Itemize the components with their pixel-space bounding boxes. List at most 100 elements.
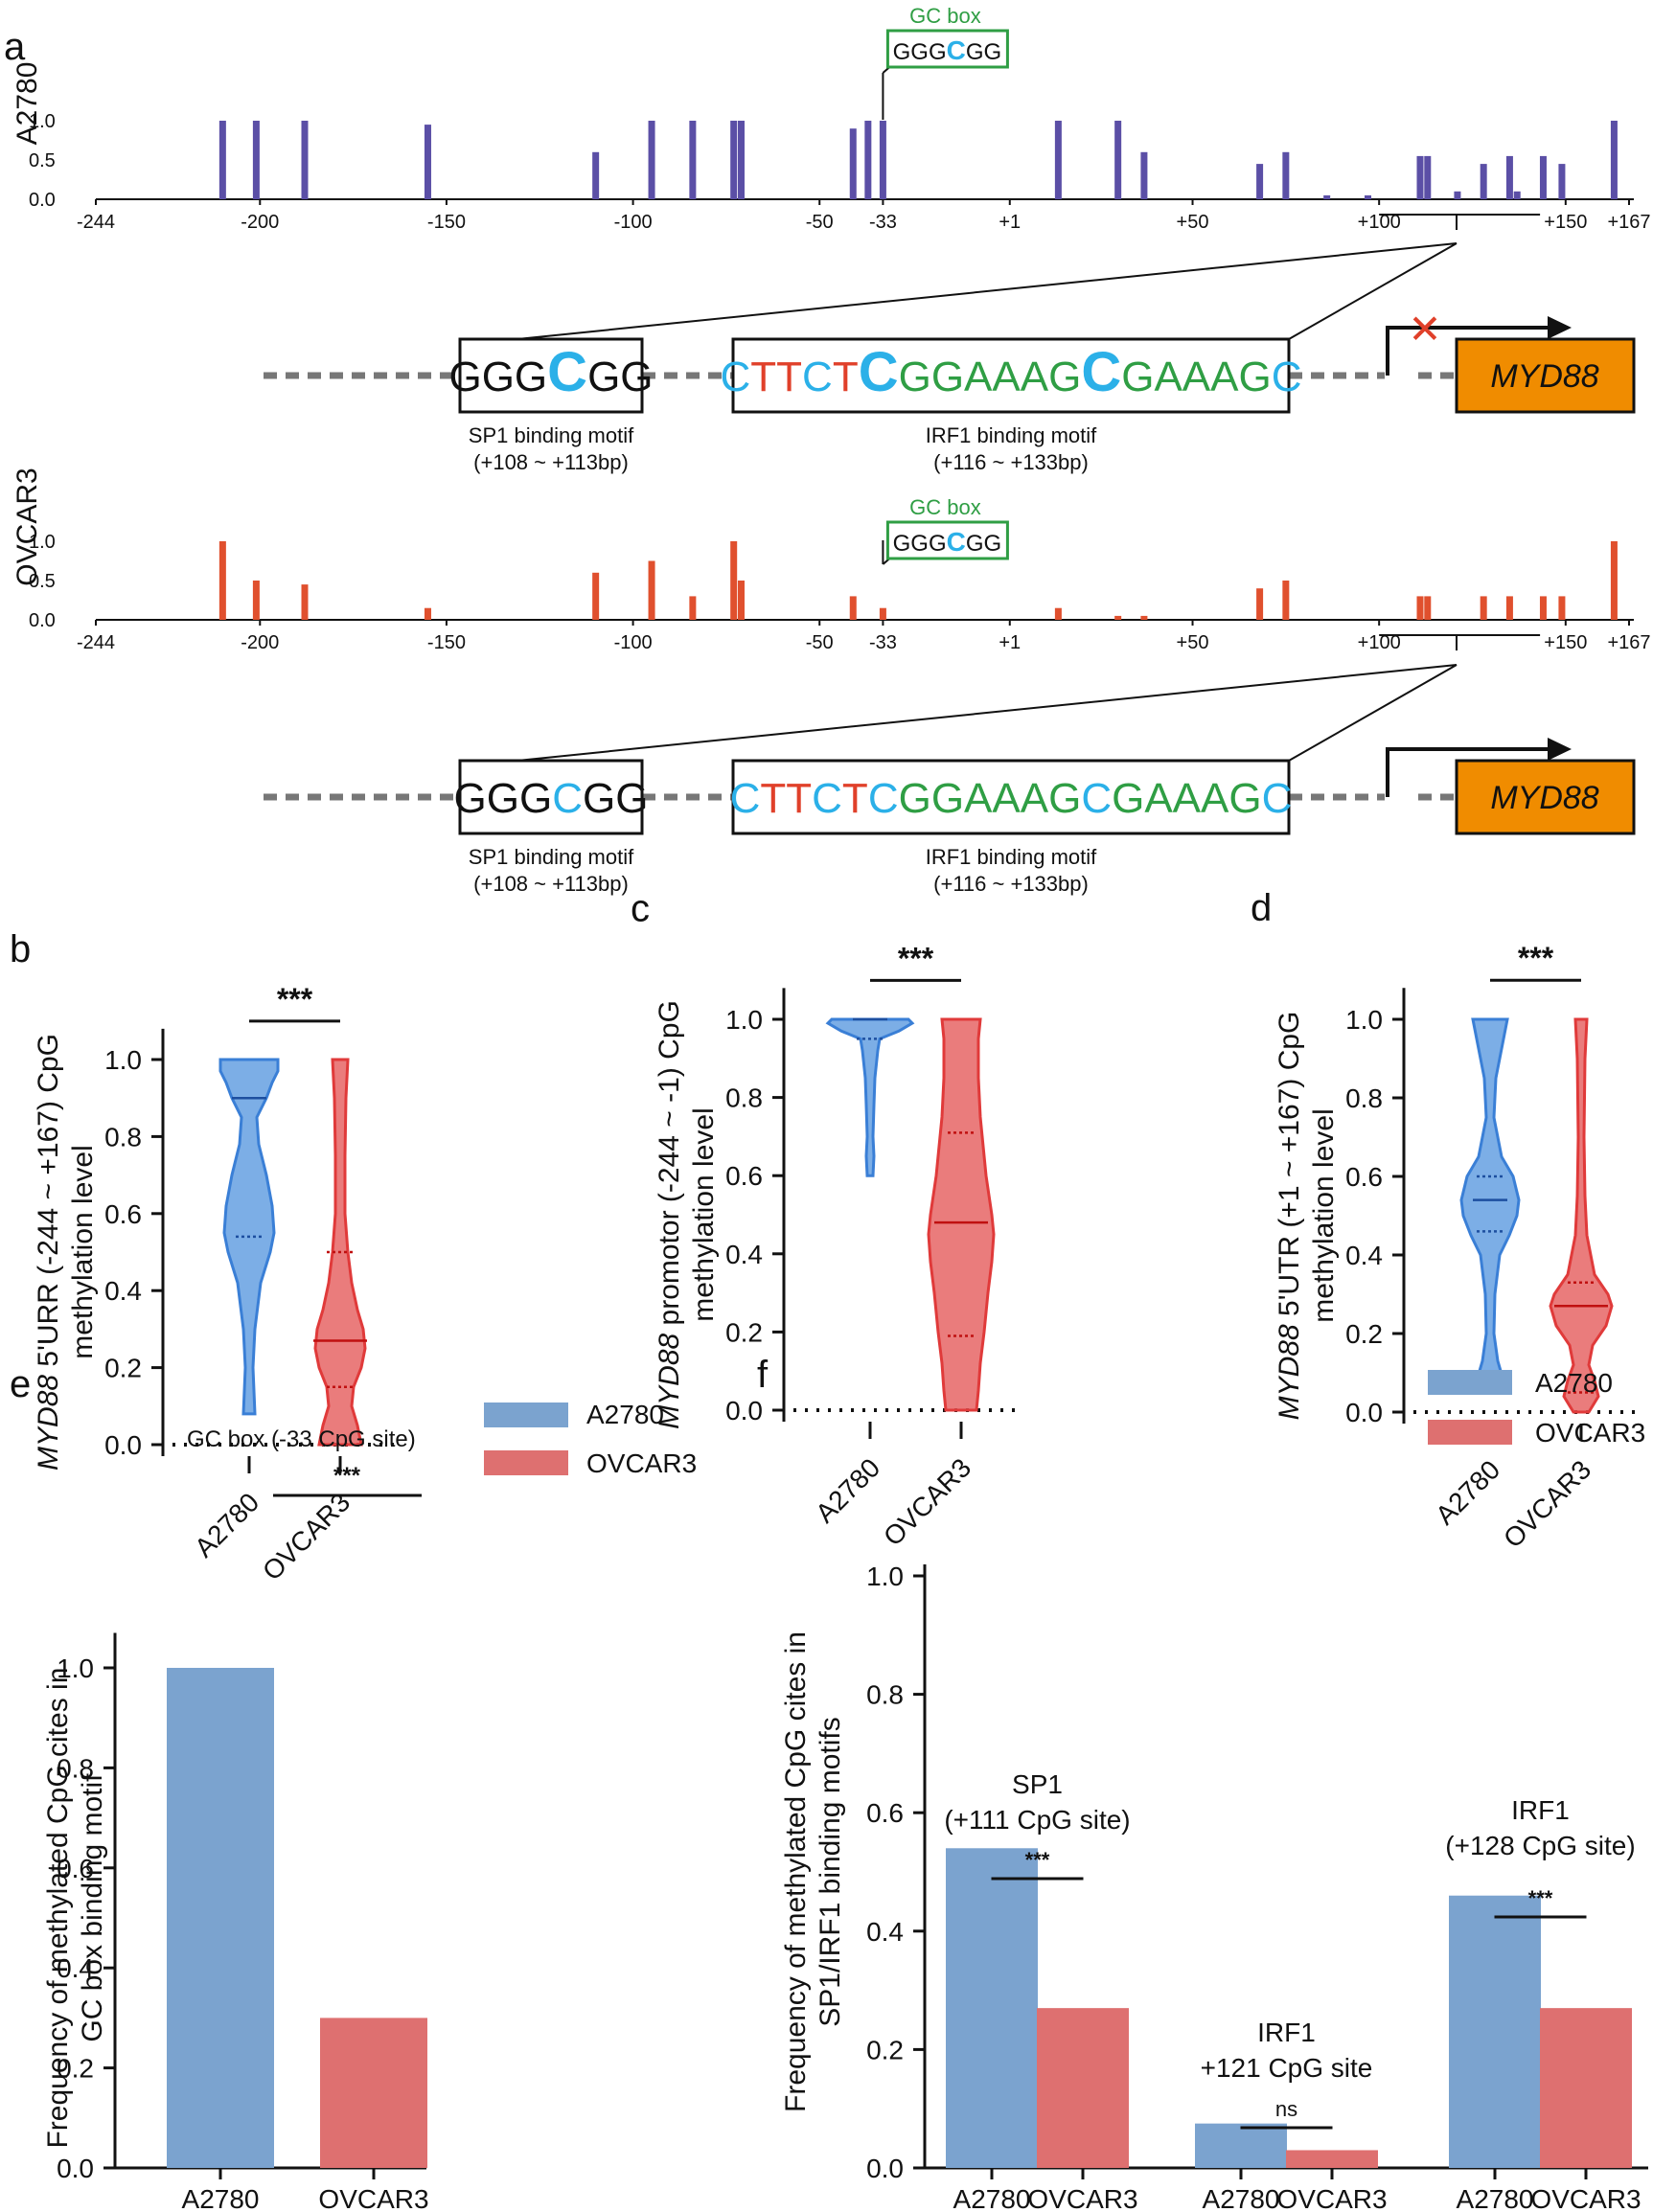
significance-label: *** (333, 1463, 361, 1489)
y-tick-label: 1.0 (1345, 1005, 1383, 1035)
x-tick-label: +100 (1358, 632, 1401, 653)
irf1-seq-part: C (1081, 341, 1121, 403)
irf1-motif-box (731, 759, 1291, 835)
cpg-site-bar (592, 151, 600, 199)
significance-label: ns (1275, 2097, 1297, 2121)
x-tick-label: +150 (1544, 212, 1587, 233)
x-tick-label: +167 (1607, 212, 1650, 233)
cpg-site-bar (849, 128, 857, 199)
y-tick-label: 1.0 (104, 1045, 142, 1075)
cpg-site-bar (1114, 615, 1122, 620)
cpg-site-bar (218, 541, 226, 620)
sp1-sequence: GGGCGG (448, 341, 653, 403)
gcbox-frame (885, 29, 1009, 69)
irf1-seq-part: G (1048, 353, 1081, 400)
irf1-seq-part: TT (750, 353, 802, 400)
subtitle: GC box (-33 CpG site) (187, 1426, 416, 1452)
x-tick-label: OVCAR3 (1027, 2184, 1137, 2212)
y-tick-label: 0.2 (1345, 1319, 1383, 1349)
cpg-site-bar (1256, 164, 1264, 199)
irf1-range: (+116 ~ +133bp) (933, 872, 1089, 896)
tss-arrowhead (1548, 316, 1572, 339)
x-tick-label: -150 (427, 212, 466, 233)
y-label-gene: MYD88 (654, 1333, 685, 1428)
cpg-site-bar (1610, 541, 1618, 620)
significance-label: *** (898, 941, 934, 975)
cpg-site-bar (849, 596, 857, 620)
y-label-text: promotor (-244 ~ -1) CpG (654, 1000, 685, 1334)
cpg-site-bar (689, 121, 697, 199)
gcbox-sequence: GGGCGG (893, 527, 1002, 557)
cpg-site-bar (1054, 607, 1062, 620)
cpg-site-bar (424, 607, 431, 620)
y-tick-label: 0.6 (57, 1854, 94, 1883)
y-tick-label: 0.8 (104, 1122, 142, 1152)
gcbox-seq-c: C (947, 35, 966, 65)
cpg-site-bar (1505, 155, 1513, 199)
x-tick-label: A2780 (182, 2184, 260, 2212)
x-tick-label: A2780 (1457, 2184, 1534, 2212)
gcbox-frame (885, 520, 1009, 560)
cpg-site-bar (1424, 596, 1432, 620)
x-tick-label: -100 (614, 632, 653, 653)
zoom-line (517, 242, 1458, 340)
y-axis-label-line2: methylation level (1308, 1108, 1340, 1322)
legend-swatch-a2780 (1428, 1370, 1512, 1395)
y-label-text: 5'URR (-244 ~ +167) CpG (33, 1034, 64, 1375)
zoom-line (517, 664, 1458, 762)
irf1-seq-part: C (1081, 775, 1112, 822)
cpg-site-bar (1480, 164, 1487, 199)
cpg-site-bar (1323, 194, 1331, 199)
irf1-seq-part: C (812, 775, 842, 822)
group-sublabel: +121 CpG site (1201, 2053, 1373, 2083)
irf1-seq-part: TT (760, 775, 812, 822)
group-sublabel: (+128 CpG site) (1445, 1831, 1635, 1860)
gcbox-sequence: GGGCGG (893, 35, 1002, 65)
cpg-site-bar (730, 121, 738, 199)
irf1-seq-part: C (720, 353, 750, 400)
bar-a2780 (1195, 2123, 1287, 2168)
cpg-site-bar (864, 121, 872, 199)
sp1-motif-box (458, 759, 644, 835)
y-label-gene: MYD88 (33, 1375, 64, 1471)
irf1-label: IRF1 binding motif (926, 423, 1097, 447)
irf1-seq-part: T (842, 775, 868, 822)
x-tick-label: +50 (1177, 632, 1209, 653)
legend-label: OVCAR3 (1535, 1418, 1645, 1448)
irf1-sequence: CTTCTCGGAAAGCGAAAGC (730, 775, 1293, 822)
cpg-site-bar (1364, 194, 1371, 199)
gene-label: MYD88 (1490, 780, 1598, 816)
legend-swatch-a2780 (484, 1402, 568, 1427)
track-name: A2780 (11, 62, 43, 146)
track-name: OVCAR3 (11, 467, 43, 585)
cpg-site-bar (1114, 121, 1122, 199)
irf1-seq-part: C (1272, 353, 1302, 400)
y-tick-label: 0.0 (866, 2154, 904, 2183)
y-label-gene: MYD88 (1274, 1324, 1305, 1420)
cpg-site-bar (1256, 588, 1264, 620)
irf1-range: (+116 ~ +133bp) (933, 450, 1089, 474)
sp1-range: (+108 ~ +113bp) (473, 872, 629, 896)
x-tick-label: -33 (869, 632, 897, 653)
y-tick-label: 0.8 (57, 1753, 94, 1783)
y-tick-label: 0.0 (29, 610, 56, 631)
group-label: IRF1 (1257, 2018, 1316, 2047)
gcbox-seq-c: C (947, 527, 966, 557)
x-tick-label: -244 (77, 632, 115, 653)
y-tick-label: 0.0 (29, 190, 56, 211)
y-tick-label: 0.4 (1345, 1241, 1383, 1270)
y-axis-label-line2: SP1/IRF1 binding motifs (815, 1717, 846, 2026)
bar-ovcar3 (1037, 2008, 1129, 2168)
x-tick-label: -50 (806, 212, 834, 233)
irf1-seq-part: C (802, 353, 833, 400)
y-tick-label: 0.4 (104, 1276, 142, 1306)
x-tick-label: OVCAR3 (1530, 2184, 1641, 2212)
sp1-seq-part: C (552, 775, 583, 822)
group-sublabel: (+111 CpG site) (944, 1805, 1130, 1835)
cpg-site-bar (424, 125, 431, 199)
significance-label: *** (1518, 941, 1554, 975)
x-tick-label: +100 (1358, 212, 1401, 233)
